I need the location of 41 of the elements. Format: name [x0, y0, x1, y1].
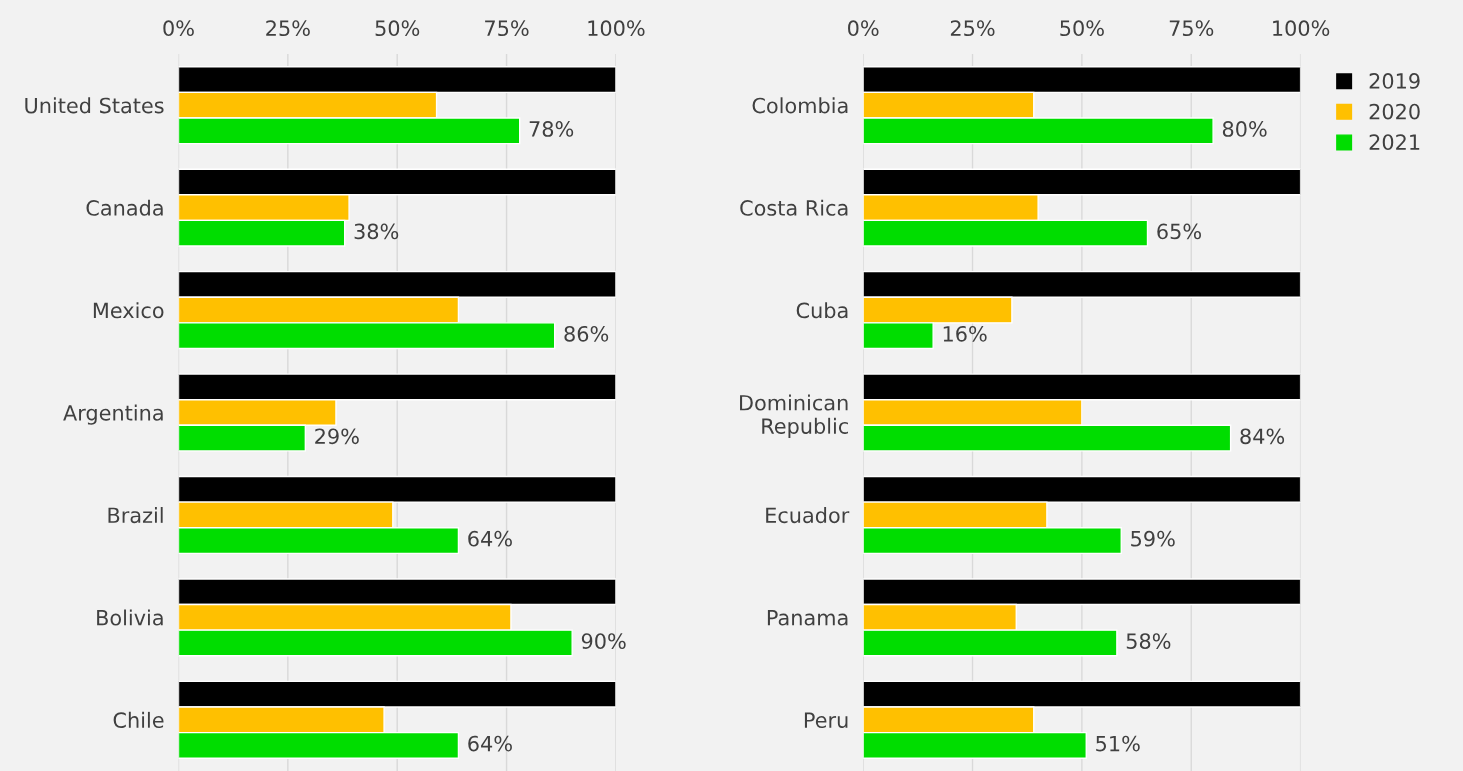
- data-label: 64%: [468, 530, 512, 547]
- y-tick-label: Ecuador: [766, 507, 850, 524]
- y-tick-label: Mexico: [93, 302, 164, 319]
- x-tick-label: 100%: [1273, 20, 1330, 37]
- x-tick-label: 75%: [485, 20, 529, 37]
- y-tick-label: Cuba: [796, 302, 848, 319]
- data-label: 16%: [943, 325, 987, 342]
- data-label: 90%: [581, 633, 626, 649]
- data-label: 51%: [1096, 735, 1140, 752]
- y-tick-label: Bolivia: [97, 609, 163, 626]
- data-label: 65%: [1157, 223, 1201, 240]
- y-tick-label: Dominican Republic: [740, 394, 848, 438]
- x-tick-label: 25%: [266, 20, 310, 37]
- y-tick-label: Chile: [113, 711, 164, 728]
- x-tick-label: 75%: [1169, 20, 1214, 37]
- data-label: 78%: [529, 121, 574, 137]
- data-label: 59%: [1131, 530, 1175, 547]
- data-label: 38%: [354, 223, 399, 240]
- x-tick-label: 0%: [848, 20, 879, 37]
- data-label: 58%: [1126, 633, 1171, 649]
- x-tick-label: 50%: [1060, 20, 1104, 37]
- data-label: 29%: [315, 428, 359, 445]
- y-tick-label: United States: [25, 97, 164, 114]
- y-tick-label: Peru: [804, 712, 848, 728]
- x-tick-label: 25%: [950, 20, 995, 37]
- y-tick-label: Panama: [767, 610, 848, 626]
- y-tick-label: Costa Rica: [740, 199, 848, 216]
- y-tick-label: Canada: [86, 199, 163, 216]
- data-label: 80%: [1222, 121, 1267, 137]
- y-tick-label: Colombia: [752, 97, 848, 114]
- data-label: 84%: [1240, 428, 1285, 445]
- x-tick-label: 0%: [163, 20, 194, 37]
- data-label: 64%: [468, 735, 512, 752]
- x-tick-label: 100%: [588, 20, 645, 37]
- y-tick-label: Argentina: [63, 404, 163, 425]
- y-tick-label: Brazil: [108, 507, 163, 524]
- x-tick-label: 50%: [375, 20, 420, 37]
- legend-label: 2020: [1369, 103, 1420, 120]
- legend-label: 2021: [1369, 134, 1420, 151]
- legend-label: 2019: [1369, 73, 1420, 89]
- data-label: 86%: [564, 325, 609, 342]
